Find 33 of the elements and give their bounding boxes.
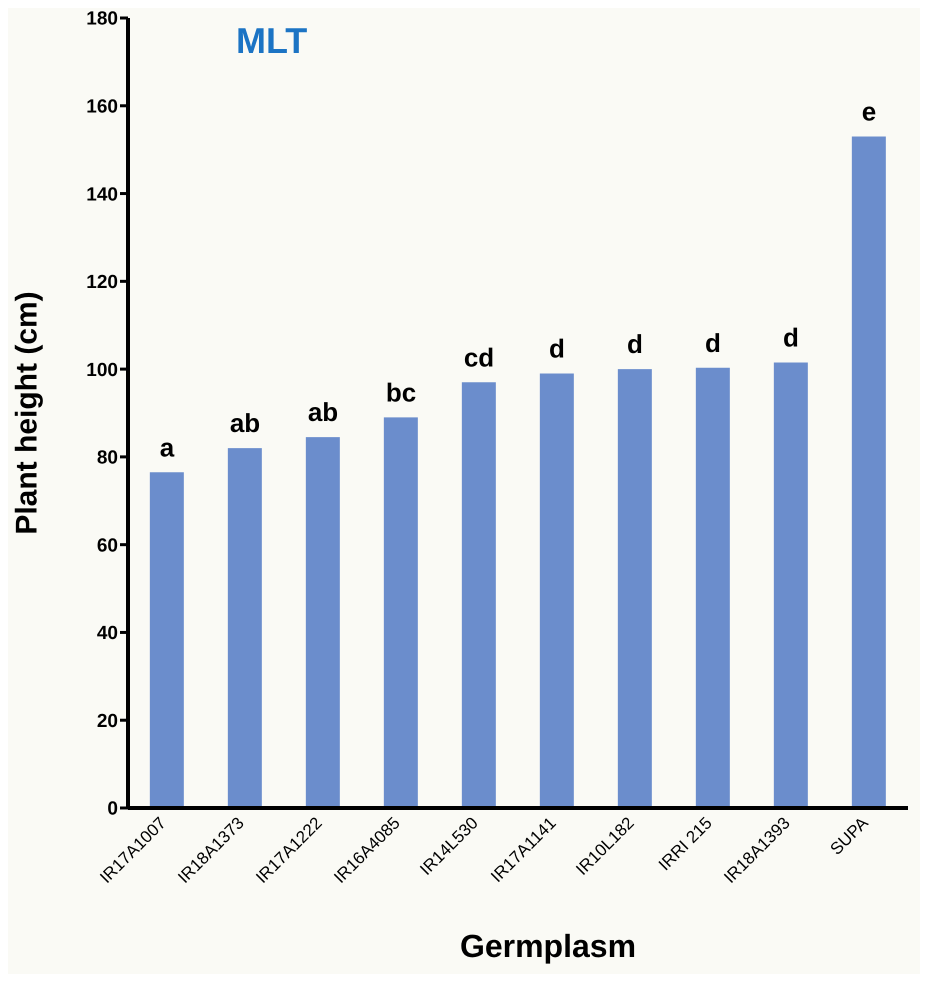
y-tick-label: 120 [86, 272, 118, 294]
annotation: e [862, 96, 876, 126]
annotation: ab [308, 397, 338, 428]
annotation: d [705, 328, 721, 358]
bar [306, 437, 340, 808]
bar [150, 472, 184, 808]
y-tick-label: 180 [86, 8, 118, 30]
y-tick-label: 140 [86, 184, 118, 206]
annotation: bc [386, 377, 416, 408]
y-tick-label: 80 [96, 448, 118, 469]
annotation: ab [230, 408, 260, 438]
chart-title: MLT [236, 20, 308, 62]
y-tick-label: 0 [107, 798, 118, 820]
y-tick-label: 100 [86, 360, 118, 381]
bar [618, 369, 652, 808]
bar [462, 382, 496, 808]
bar [774, 362, 808, 808]
x-axis-title: Germplasm [458, 928, 638, 965]
bar [228, 448, 262, 808]
annotation: d [549, 334, 565, 364]
bar [852, 136, 886, 808]
annotation: a [160, 432, 175, 462]
bar [384, 417, 418, 808]
annotation: d [627, 329, 643, 360]
annotation: cd [464, 342, 494, 372]
y-tick-label: 20 [96, 710, 118, 732]
y-axis-title: Plant height (cm) [10, 291, 44, 535]
y-tick-label: 40 [96, 623, 118, 644]
bar [696, 368, 730, 808]
annotation: d [783, 322, 799, 353]
y-tick-label: 160 [86, 96, 118, 118]
y-tick-label: 60 [96, 535, 118, 556]
bar [540, 374, 574, 808]
